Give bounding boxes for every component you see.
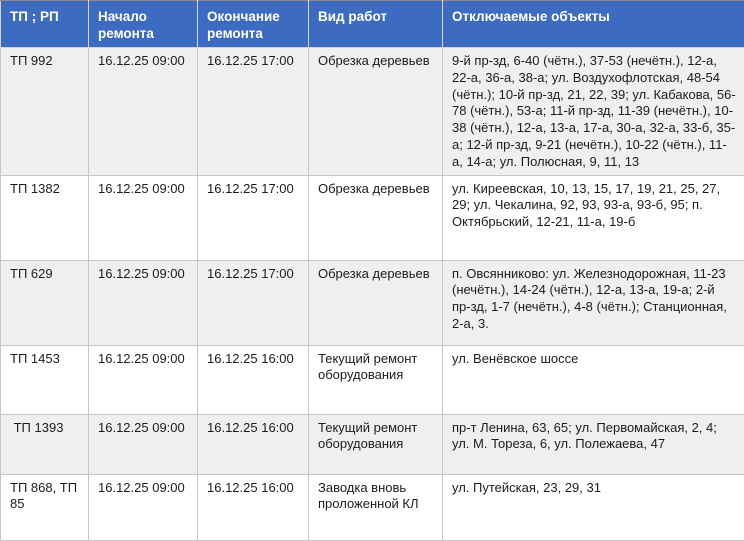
cell-repair-start: 16.12.25 09:00: [89, 175, 198, 260]
cell-disconnected-objects: 9-й пр-зд, 6-40 (чётн.), 37-53 (нечётн.)…: [443, 48, 744, 176]
cell-disconnected-objects: ул. Киреевская, 10, 13, 15, 17, 19, 21, …: [443, 175, 744, 260]
cell-repair-end: 16.12.25 17:00: [198, 175, 309, 260]
cell-substation-id: ТП 1453: [1, 345, 89, 414]
cell-substation-id: ТП 992: [1, 48, 89, 176]
cell-repair-start: 16.12.25 09:00: [89, 474, 198, 540]
column-header-disconnected-objects: Отключаемые объекты: [443, 1, 744, 48]
cell-substation-id: ТП 868, ТП 85: [1, 474, 89, 540]
cell-repair-start: 16.12.25 09:00: [89, 414, 198, 474]
cell-work-type: Обрезка деревьев: [309, 260, 443, 345]
cell-repair-start: 16.12.25 09:00: [89, 260, 198, 345]
cell-work-type: Обрезка деревьев: [309, 175, 443, 260]
cell-repair-end: 16.12.25 16:00: [198, 414, 309, 474]
cell-repair-end: 16.12.25 16:00: [198, 474, 309, 540]
cell-disconnected-objects: пр-т Ленина, 63, 65; ул. Первомайская, 2…: [443, 414, 744, 474]
cell-repair-start: 16.12.25 09:00: [89, 48, 198, 176]
cell-work-type: Текущий ремонт оборудования: [309, 414, 443, 474]
cell-disconnected-objects: ул. Путейская, 23, 29, 31: [443, 474, 744, 540]
cell-substation-id: ТП 1382: [1, 175, 89, 260]
cell-disconnected-objects: ул. Венёвское шоссе: [443, 345, 744, 414]
cell-substation-id: ТП 1393: [1, 414, 89, 474]
cell-repair-end: 16.12.25 16:00: [198, 345, 309, 414]
column-header-repair-start: Начало ремонта: [89, 1, 198, 48]
table-header-row: ТП ; РП Начало ремонта Окончание ремонта…: [1, 1, 744, 48]
column-header-work-type: Вид работ: [309, 1, 443, 48]
cell-repair-start: 16.12.25 09:00: [89, 345, 198, 414]
cell-repair-end: 16.12.25 17:00: [198, 48, 309, 176]
cell-work-type: Обрезка деревьев: [309, 48, 443, 176]
column-header-repair-end: Окончание ремонта: [198, 1, 309, 48]
cell-disconnected-objects: п. Овсянниково: ул. Железнодорожная, 11-…: [443, 260, 744, 345]
column-header-tp: ТП ; РП: [1, 1, 89, 48]
cell-substation-id: ТП 629: [1, 260, 89, 345]
cell-work-type: Текущий ремонт оборудования: [309, 345, 443, 414]
cell-repair-end: 16.12.25 17:00: [198, 260, 309, 345]
cell-work-type: Заводка вновь проложенной КЛ: [309, 474, 443, 540]
